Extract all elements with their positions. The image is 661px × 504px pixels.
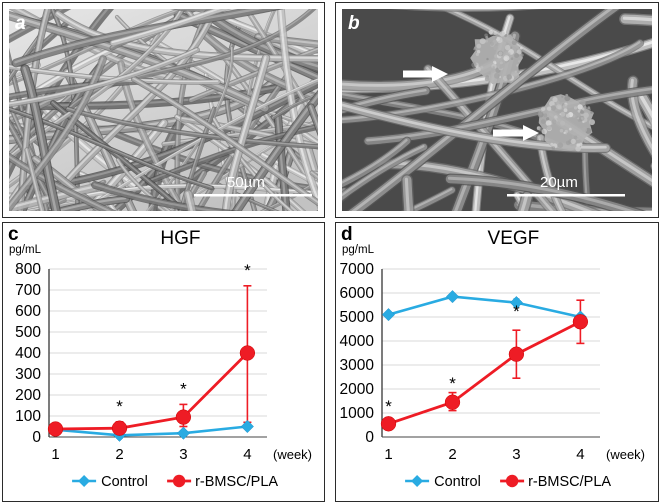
svg-text:4: 4: [576, 446, 584, 463]
svg-text:1: 1: [384, 446, 392, 463]
svg-text:0: 0: [32, 429, 41, 446]
svg-text:7000: 7000: [340, 261, 375, 278]
svg-text:*: *: [513, 302, 520, 321]
svg-text:b: b: [348, 13, 360, 34]
svg-text:2: 2: [448, 446, 456, 463]
svg-text:Control: Control: [101, 474, 148, 490]
svg-text:r-BMSC/PLA: r-BMSC/PLA: [528, 474, 611, 490]
svg-text:r-BMSC/PLA: r-BMSC/PLA: [195, 474, 278, 490]
svg-text:(week): (week): [606, 447, 645, 462]
svg-text:200: 200: [15, 387, 41, 404]
svg-text:*: *: [385, 397, 392, 416]
svg-text:1000: 1000: [340, 405, 375, 422]
svg-text:800: 800: [15, 261, 41, 278]
svg-text:600: 600: [15, 303, 41, 320]
svg-text:500: 500: [15, 324, 41, 341]
svg-text:a: a: [15, 13, 26, 34]
svg-text:*: *: [180, 379, 187, 398]
svg-text:20µm: 20µm: [540, 174, 578, 191]
svg-text:3: 3: [179, 446, 187, 463]
svg-text:*: *: [244, 261, 251, 280]
svg-text:c: c: [8, 224, 19, 245]
svg-text:*: *: [116, 397, 123, 416]
svg-text:3000: 3000: [340, 357, 375, 374]
svg-text:3: 3: [512, 446, 520, 463]
svg-text:2: 2: [115, 446, 123, 463]
svg-text:HGF: HGF: [160, 228, 200, 249]
svg-text:100: 100: [15, 408, 41, 425]
svg-text:700: 700: [15, 282, 41, 299]
svg-text:4000: 4000: [340, 333, 375, 350]
svg-text:1: 1: [51, 446, 59, 463]
svg-text:Control: Control: [434, 474, 481, 490]
svg-text:0: 0: [365, 429, 374, 446]
svg-text:pg/mL: pg/mL: [342, 244, 375, 256]
svg-text:pg/mL: pg/mL: [9, 244, 42, 256]
svg-text:2000: 2000: [340, 381, 375, 398]
svg-text:6000: 6000: [340, 285, 375, 302]
svg-text:(week): (week): [273, 447, 312, 462]
svg-text:400: 400: [15, 345, 41, 362]
svg-text:*: *: [449, 374, 456, 393]
svg-text:5000: 5000: [340, 309, 375, 326]
svg-text:4: 4: [243, 446, 251, 463]
svg-text:50µm: 50µm: [227, 174, 265, 191]
svg-text:d: d: [341, 224, 353, 245]
svg-text:VEGF: VEGF: [488, 228, 540, 249]
svg-text:300: 300: [15, 366, 41, 383]
